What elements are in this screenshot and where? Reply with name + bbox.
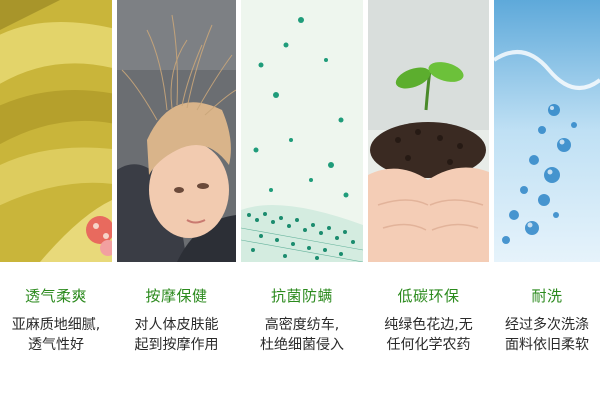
description-line: 纯绿色花边,无 [384,317,473,333]
feature-description: 经过多次洗涤 面料依旧柔软 [494,315,600,355]
feature-description: 纯绿色花边,无 任何化学农药 [368,315,489,355]
description-line: 高密度纺车, [264,317,340,333]
feature-title: 耐洗 [531,287,563,305]
description-line: 透气性好 [28,337,84,353]
feature-massage: 按摩保健 对人体皮肤能 起到按摩作用 [117,0,236,400]
description-line: 经过多次洗涤 [505,317,589,333]
mite-microscope-photo [241,0,363,262]
feature-title: 透气柔爽 [24,287,87,305]
description-line: 起到按摩作用 [134,337,219,353]
description-line: 杜绝细菌侵入 [260,337,344,353]
feature-eco-friendly: 低碳环保 纯绿色花边,无 任何化学农药 [368,0,489,400]
description-line: 任何化学农药 [386,337,471,353]
feature-breathable: 透气柔爽 亚麻质地细腻, 透气性好 [0,0,112,400]
description-line: 面料依旧柔软 [505,337,589,353]
feature-description: 高密度纺车, 杜绝细菌侵入 [241,315,363,355]
feature-washable: 耐洗 经过多次洗涤 面料依旧柔软 [494,0,600,400]
linen-fabric-photo [0,0,112,262]
sprout-in-hands-photo [368,0,489,262]
description-line: 对人体皮肤能 [134,317,219,333]
feature-description: 对人体皮肤能 起到按摩作用 [117,315,236,355]
feature-title: 低碳环保 [397,287,460,305]
feature-title: 按摩保健 [145,287,208,305]
water-splash-photo [494,0,600,262]
child-photo [117,0,236,262]
description-line: 亚麻质地细腻, [11,317,101,333]
feature-title: 抗菌防螨 [270,287,333,305]
feature-antibacterial: 抗菌防螨 高密度纺车, 杜绝细菌侵入 [241,0,363,400]
feature-description: 亚麻质地细腻, 透气性好 [0,315,112,355]
